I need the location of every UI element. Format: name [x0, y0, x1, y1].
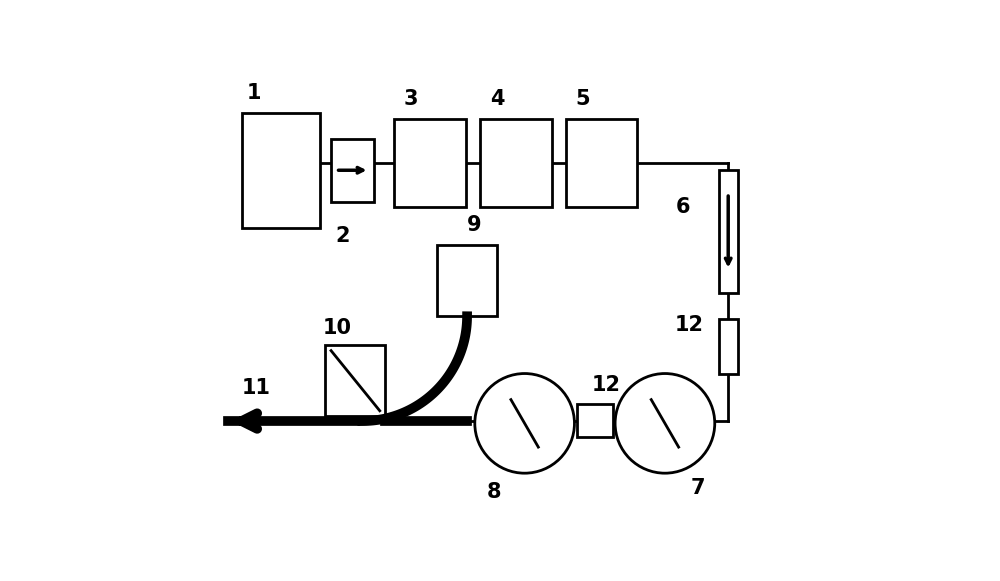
Circle shape	[475, 374, 574, 473]
Text: 10: 10	[322, 318, 351, 338]
Bar	[719, 170, 738, 293]
Text: 9: 9	[467, 214, 482, 235]
Text: 6: 6	[676, 198, 691, 217]
Text: 4: 4	[490, 89, 504, 109]
Bar	[242, 113, 320, 228]
Bar	[719, 319, 738, 374]
Text: 7: 7	[690, 478, 705, 498]
Text: 2: 2	[335, 226, 350, 246]
Circle shape	[615, 374, 715, 473]
Text: 8: 8	[487, 482, 502, 502]
Text: 11: 11	[242, 378, 271, 398]
Text: 5: 5	[576, 89, 590, 109]
Bar	[331, 139, 374, 202]
Text: 12: 12	[674, 315, 703, 335]
Bar	[480, 119, 552, 207]
Text: 3: 3	[404, 89, 418, 109]
Text: 12: 12	[591, 375, 620, 395]
Bar	[325, 345, 385, 417]
Bar	[566, 119, 637, 207]
Bar	[394, 119, 466, 207]
Text: 1: 1	[247, 83, 261, 103]
Bar	[577, 404, 613, 436]
Bar	[437, 245, 497, 316]
